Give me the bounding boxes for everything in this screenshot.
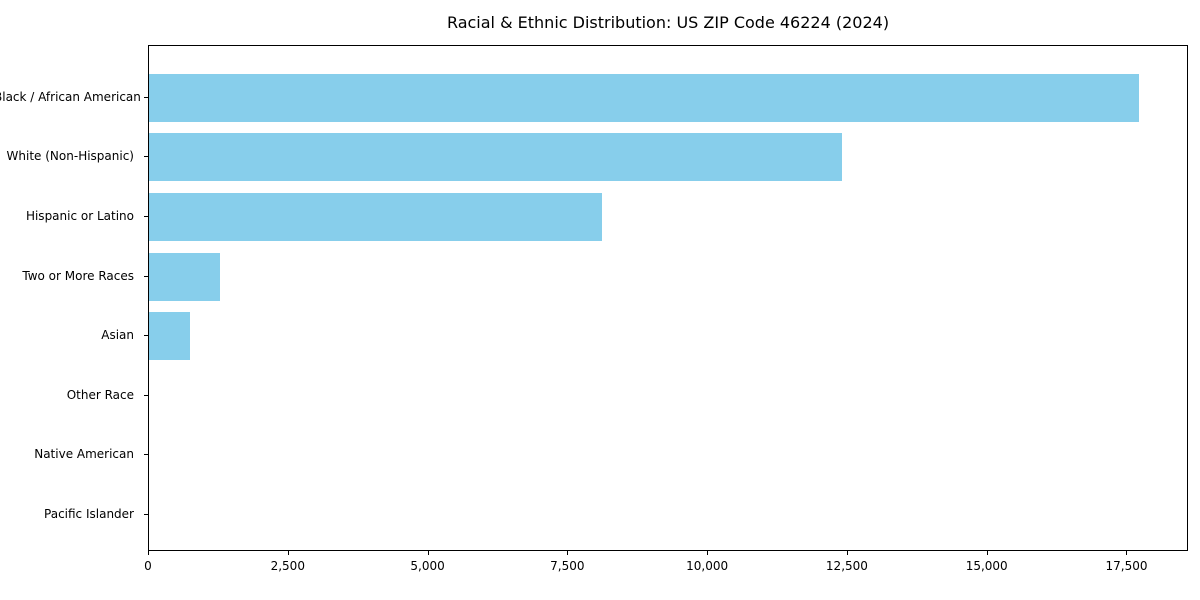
y-tick-mark (144, 454, 148, 456)
x-tick-label-15-000: 15,000 (965, 559, 1008, 573)
y-tick-label-black-african-american: Black / African American (0, 89, 141, 104)
y-tick-label-white-non-hispanic: White (Non-Hispanic) (6, 149, 134, 164)
x-tick-mark (567, 551, 569, 555)
y-tick-label-native-american: Native American (34, 447, 134, 462)
plot-area (148, 45, 1188, 551)
y-tick-mark (144, 215, 148, 217)
x-tick-mark (148, 551, 149, 555)
y-tick-label-other-race: Other Race (66, 387, 134, 402)
y-tick-mark (144, 335, 148, 337)
x-tick-label-12-500: 12,500 (825, 559, 868, 573)
x-tick-mark (1126, 551, 1128, 555)
y-tick-mark (144, 156, 148, 158)
y-tick-mark (144, 394, 148, 396)
x-tick-mark (986, 551, 988, 555)
y-tick-mark (144, 513, 148, 515)
bar-hispanic-or-latino (149, 192, 602, 241)
x-tick-mark (287, 551, 289, 555)
x-tick-label-0: 0 (144, 559, 152, 573)
x-tick-mark (427, 551, 429, 555)
chart-title: Racial & Ethnic Distribution: US ZIP Cod… (446, 13, 890, 32)
x-tick-label-5-000: 5,000 (410, 559, 445, 573)
y-tick-mark (144, 275, 148, 277)
x-tick-label-7-500: 7,500 (550, 559, 585, 573)
x-tick-mark (707, 551, 709, 555)
x-tick-mark (846, 551, 848, 555)
bar-white-non-hispanic (149, 133, 843, 182)
x-tick-label-10-000: 10,000 (686, 559, 729, 573)
bar-two-or-more-races (149, 252, 220, 301)
bar-asian (149, 312, 190, 361)
y-tick-label-asian: Asian (101, 328, 134, 343)
y-tick-mark (144, 96, 148, 98)
y-tick-label-hispanic-or-latino: Hispanic or Latino (25, 208, 134, 223)
y-tick-label-two-or-more-races: Two or More Races (22, 268, 134, 283)
x-tick-label-2-500: 2,500 (270, 559, 305, 573)
y-tick-label-pacific-islander: Pacific Islander (44, 506, 134, 521)
bar-black-african-american (149, 73, 1139, 122)
x-tick-label-17-500: 17,500 (1105, 559, 1148, 573)
